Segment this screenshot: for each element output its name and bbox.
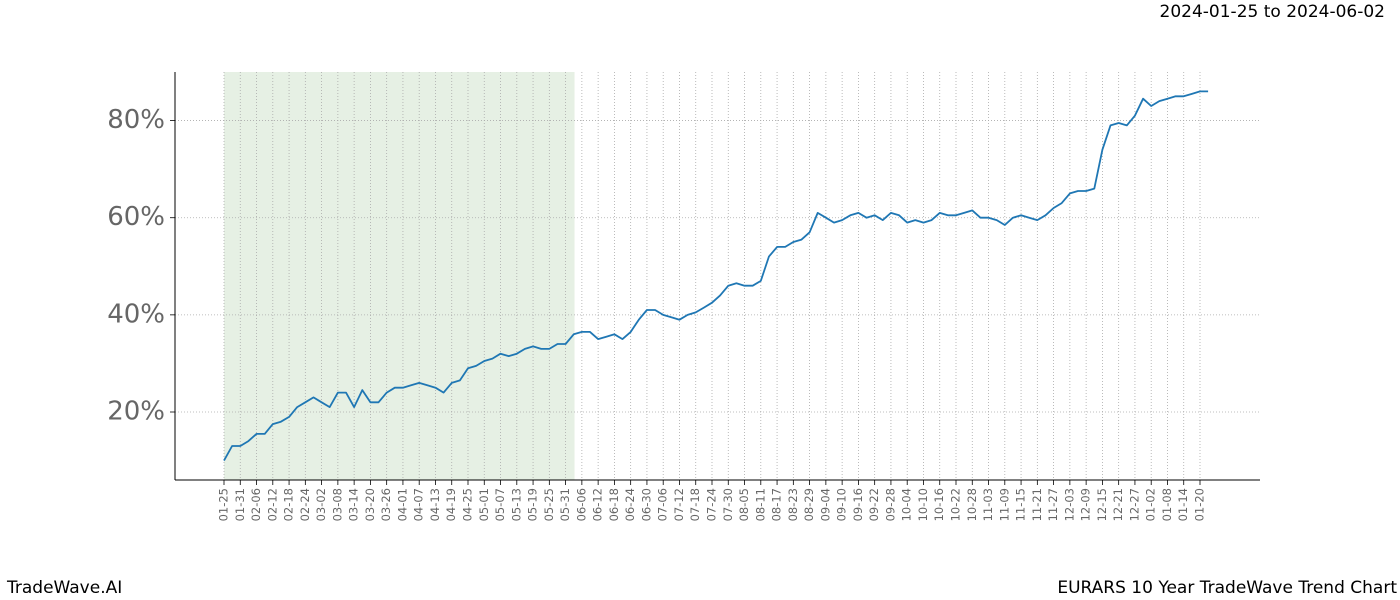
x-tick-label: 01-02 [1144, 488, 1158, 521]
x-tick-label: 08-05 [737, 488, 751, 521]
x-tick-label: 01-20 [1193, 488, 1207, 521]
x-tick-label: 08-23 [786, 488, 800, 521]
y-tick-label: 40% [107, 299, 165, 329]
x-tick-label: 07-24 [705, 488, 719, 521]
x-tick-label: 03-26 [379, 488, 393, 521]
x-tick-label: 03-08 [330, 488, 344, 521]
x-tick-label: 06-06 [574, 488, 588, 521]
x-tick-label: 12-21 [1111, 488, 1125, 521]
date-range: 2024-01-25 to 2024-06-02 [1160, 2, 1385, 22]
x-tick-label: 11-21 [1030, 488, 1044, 521]
x-tick-label: 12-09 [1079, 488, 1093, 521]
highlight-region [224, 72, 575, 480]
y-tick-label: 60% [107, 202, 165, 232]
brand: TradeWave.AI [6, 578, 122, 598]
x-tick-label: 07-06 [656, 488, 670, 521]
x-tick-label: 01-25 [217, 488, 231, 521]
x-tick-label: 02-06 [249, 488, 263, 521]
x-tick-label: 06-30 [639, 488, 653, 521]
x-tick-label: 06-18 [607, 488, 621, 521]
x-tick-label: 06-24 [623, 488, 637, 521]
x-tick-label: 07-12 [672, 488, 686, 521]
x-tick-label: 11-27 [1046, 488, 1060, 521]
x-tick-label: 12-03 [1062, 488, 1076, 521]
x-tick-label: 09-16 [851, 488, 865, 521]
x-tick-label: 07-30 [721, 488, 735, 521]
x-tick-label: 08-29 [802, 488, 816, 521]
x-tick-label: 08-17 [770, 488, 784, 521]
x-tick-label: 05-07 [493, 488, 507, 521]
y-tick-label: 20% [107, 397, 165, 427]
x-tick-label: 08-11 [753, 488, 767, 521]
x-tick-label: 09-04 [818, 488, 832, 521]
x-tick-label: 03-14 [347, 488, 361, 521]
x-tick-label: 04-13 [428, 488, 442, 521]
x-tick-label: 01-31 [233, 488, 247, 521]
x-tick-label: 12-15 [1095, 488, 1109, 521]
x-tick-label: 11-09 [997, 488, 1011, 521]
x-tick-label: 10-10 [916, 488, 930, 521]
x-tick-label: 10-28 [965, 488, 979, 521]
x-tick-label: 03-02 [314, 488, 328, 521]
x-tick-label: 05-13 [509, 488, 523, 521]
x-tick-label: 04-01 [395, 488, 409, 521]
x-tick-label: 06-12 [591, 488, 605, 521]
x-tick-label: 11-15 [1014, 488, 1028, 521]
x-tick-label: 10-22 [949, 488, 963, 521]
x-tick-label: 07-18 [688, 488, 702, 521]
x-tick-label: 10-16 [932, 488, 946, 521]
x-tick-label: 02-24 [298, 488, 312, 521]
x-tick-label: 04-19 [444, 488, 458, 521]
series-line [223, 90, 1209, 462]
x-tick-label: 05-25 [542, 488, 556, 521]
x-tick-label: 10-04 [900, 488, 914, 521]
x-tick-label: 04-07 [412, 488, 426, 521]
x-tick-label: 04-25 [461, 488, 475, 521]
x-tick-label: 09-28 [883, 488, 897, 521]
x-tick-label: 05-31 [558, 488, 572, 521]
x-tick-label: 09-10 [835, 488, 849, 521]
x-tick-label: 01-14 [1176, 488, 1190, 521]
x-tick-label: 12-27 [1127, 488, 1141, 521]
chart-caption: EURARS 10 Year TradeWave Trend Chart [1057, 578, 1397, 598]
x-tick-label: 05-01 [477, 488, 491, 521]
y-tick-label: 80% [107, 105, 165, 135]
x-tick-label: 11-03 [981, 488, 995, 521]
x-tick-label: 01-08 [1160, 488, 1174, 521]
x-tick-label: 03-20 [363, 488, 377, 521]
x-tick-label: 02-18 [282, 488, 296, 521]
x-tick-label: 05-19 [526, 488, 540, 521]
x-tick-label: 09-22 [867, 488, 881, 521]
x-tick-label: 02-12 [265, 488, 279, 521]
